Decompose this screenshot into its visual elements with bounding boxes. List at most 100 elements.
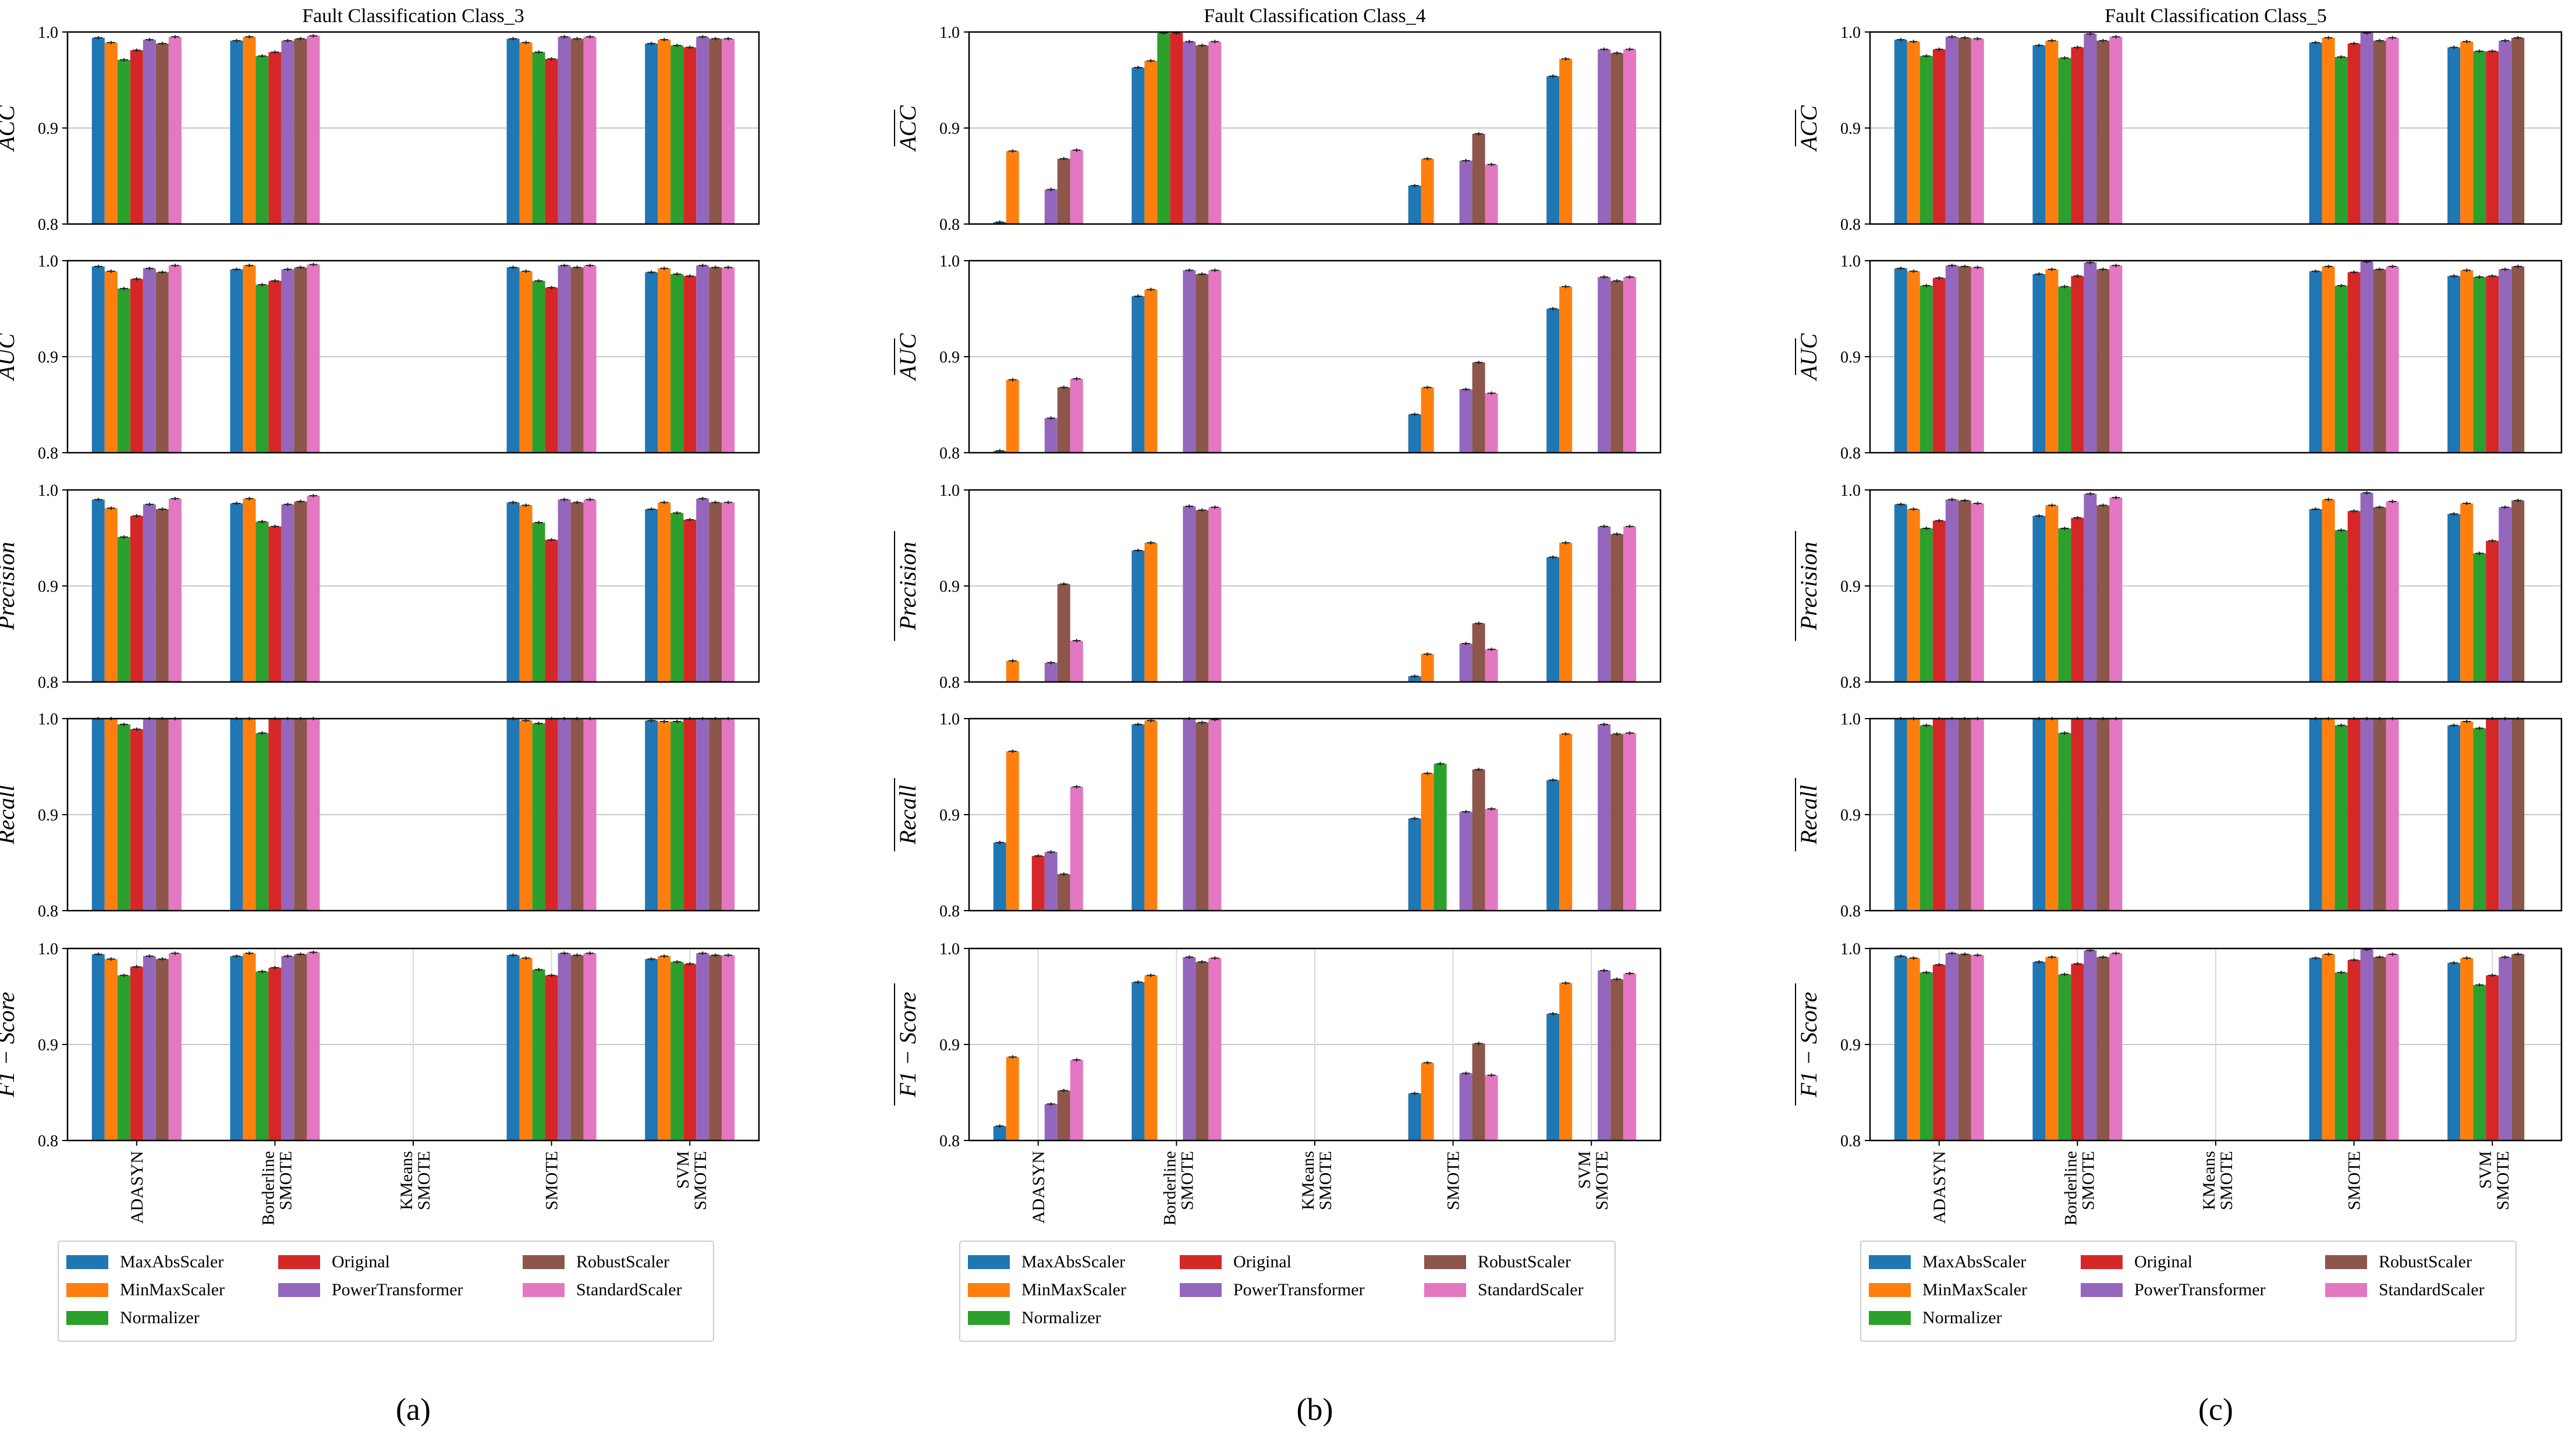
bar [1006,751,1019,911]
y-axis-label: F1 − Score [1796,992,1822,1097]
chart-1: Fault Classification Class_4 0.8 0.9 1.0 ACC… [894,5,1662,1427]
legend-label: RobustScaler [2379,1252,2472,1271]
legend: MaxAbsScaler MinMaxScaler Normalizer Origin… [58,1241,714,1342]
bar [155,719,169,911]
y-tick-label: 0.9 [1840,806,1861,825]
bar [2084,262,2097,453]
bar [2058,286,2071,453]
bar [2386,719,2399,911]
bar [506,719,520,911]
legend-swatch [278,1283,320,1297]
bar [230,719,243,911]
bar [506,38,520,225]
bar [1057,158,1070,224]
bar [2058,733,2071,911]
bar [256,285,269,453]
x-tick-label: SVMSMOTE [1575,1151,1612,1210]
bar [709,502,722,682]
bar [1044,852,1058,911]
bar [1971,503,1984,682]
y-tick-label: 1.0 [939,482,960,500]
bar [168,498,182,682]
bar [2386,266,2399,453]
bar [143,956,156,1140]
bar [2360,261,2373,453]
y-tick-label: 0.9 [939,806,960,825]
y-tick-label: 1.0 [1840,482,1861,500]
y-tick-label: 0.9 [939,1036,960,1054]
bar [532,723,545,911]
y-axis-label: AUC [1796,333,1822,382]
bar [658,956,671,1140]
bar [230,269,243,453]
bar [2096,957,2110,1140]
bar [294,38,307,225]
y-tick-label: 0.8 [939,445,960,463]
bar [2071,719,2084,911]
bar [2499,40,2512,224]
legend-swatch [1869,1255,1911,1269]
legend-swatch [1424,1283,1466,1297]
bar [1598,724,1611,911]
y-tick-label: 1.0 [38,253,58,271]
bar [2373,719,2386,911]
bar [1945,719,1958,911]
legend-swatch [523,1283,565,1297]
bar [583,37,597,224]
bar [1610,534,1624,682]
y-axis-label: Precision [1796,542,1822,631]
bar [2045,40,2059,224]
bar [281,719,294,911]
bar [1459,1073,1472,1140]
bar [1421,158,1434,224]
bar [91,266,105,453]
bar [1894,504,1907,682]
bar [722,955,735,1140]
bar [2386,954,2399,1140]
bar [143,268,156,453]
bar [993,1126,1006,1140]
bar [143,40,156,224]
panel-2: 0.8 0.9 1.0 Precision [0,482,760,692]
bar [130,516,143,682]
bar [658,40,671,224]
bar [243,37,256,224]
bar [2071,276,2084,453]
bar [2447,514,2461,682]
bar [2322,266,2335,453]
legend-label: StandardScaler [1478,1280,1584,1299]
bar [683,520,697,682]
bar [2447,725,2461,911]
bar [2499,957,2512,1140]
bar [1907,719,1920,911]
bar [683,964,697,1140]
bar [2360,492,2373,682]
bar [1044,663,1058,682]
bar [2511,500,2525,682]
bar [1598,49,1611,224]
bar [2334,56,2348,225]
bar [1183,957,1196,1140]
bar [2096,505,2110,682]
bar [117,724,130,911]
bar [645,959,658,1140]
bar [2486,541,2499,682]
y-tick-label: 0.8 [1840,445,1861,463]
legend-label: MaxAbsScaler [120,1252,223,1271]
bar [519,271,533,453]
bar [2511,266,2525,453]
bar [1472,362,1485,453]
bar [1408,818,1421,911]
panel-4: 0.8 0.9 1.0 F1 − Score [1795,940,2563,1150]
bar [130,279,143,453]
bar [2460,958,2474,1140]
legend-swatch [66,1283,108,1297]
legend-label: MinMaxScaler [120,1280,225,1299]
bar [1623,733,1637,911]
bar [1546,76,1560,224]
bar [281,956,294,1140]
y-tick-label: 0.8 [38,445,58,463]
legend-swatch [2325,1255,2367,1269]
bar [2486,276,2499,453]
y-axis-label: Recall [1796,785,1822,845]
